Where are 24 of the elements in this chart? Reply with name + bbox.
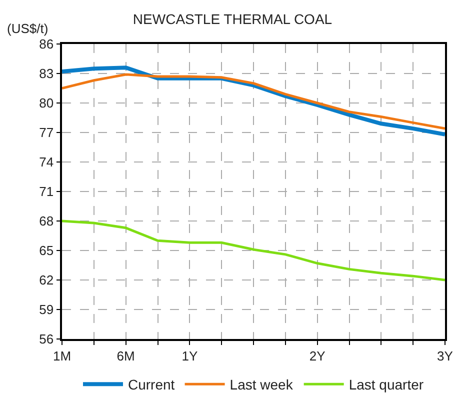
y-axis-title: (US$/t) bbox=[7, 21, 48, 36]
line-series bbox=[62, 66, 445, 136]
y-tick-label: 68 bbox=[39, 214, 54, 229]
x-tick-label: 2Y bbox=[309, 348, 326, 364]
x-tick-label: 1M bbox=[52, 348, 72, 364]
y-tick-label: 74 bbox=[39, 154, 54, 170]
y-tick-label: 83 bbox=[39, 66, 54, 82]
y-tick-label: 62 bbox=[39, 272, 54, 288]
y-tick-label: 56 bbox=[39, 332, 54, 347]
chart-title: NEWCASTLE THERMAL COAL bbox=[132, 11, 332, 28]
legend-label: Last quarter bbox=[348, 376, 424, 393]
y-tick-label: 77 bbox=[39, 125, 54, 140]
line-series bbox=[62, 220, 445, 282]
x-tick-label: 1Y bbox=[182, 348, 198, 364]
y-tick-label: 59 bbox=[39, 302, 54, 318]
x-tick-label: 3Y bbox=[437, 348, 454, 364]
y-tick-label: 80 bbox=[39, 96, 54, 111]
legend-label: Current bbox=[128, 376, 175, 393]
x-tick-label: 6M bbox=[116, 348, 135, 364]
y-tick-label: 65 bbox=[39, 243, 54, 258]
y-tick-label: 71 bbox=[39, 184, 54, 200]
y-tick-label: 86 bbox=[39, 36, 54, 52]
line-series bbox=[62, 73, 445, 130]
legend-label: Last week bbox=[230, 376, 294, 393]
